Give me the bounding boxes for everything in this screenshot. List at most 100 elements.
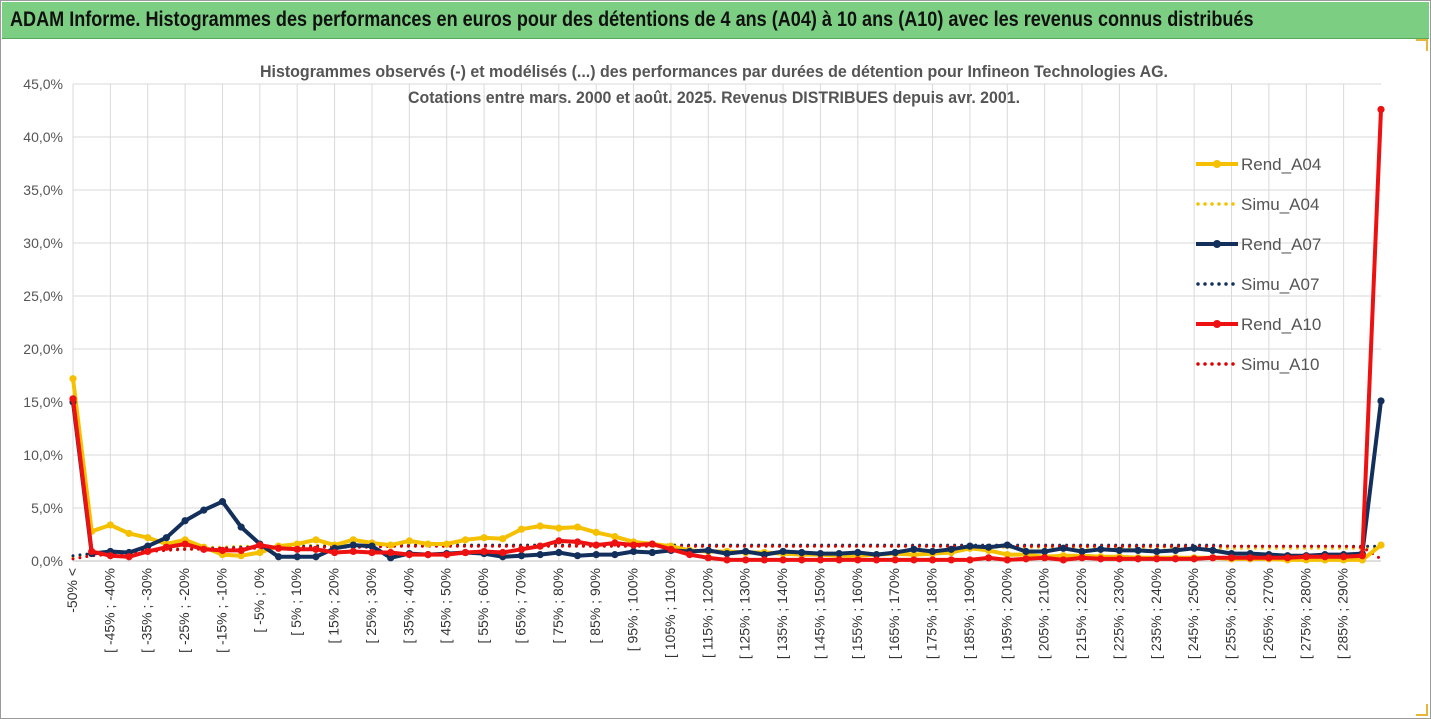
series-rend-a07-point — [835, 549, 843, 558]
series-rend-a07-point — [536, 551, 544, 559]
series-rend-a10-point — [816, 556, 825, 564]
x-tick-label: [ 35% ; 40% — [400, 568, 416, 644]
x-tick-label: -50% < — [64, 568, 80, 613]
legend-marker-rend-a07 — [1213, 240, 1221, 248]
series-rend-a10-point — [611, 539, 619, 547]
series-rend-a07-point — [274, 553, 283, 561]
x-tick-label: [ -5% ; 0% — [251, 568, 267, 633]
x-tick-label: [ 55% ; 60% — [475, 568, 491, 644]
selection-handle-top-right[interactable] — [1416, 39, 1428, 51]
series-rend-a10-point — [312, 545, 320, 553]
x-tick-label: [ 115% ; 120% — [699, 568, 715, 658]
series-rend-a10-point — [125, 553, 133, 561]
series-rend-a10-point — [891, 556, 899, 564]
y-tick-label: 45,0% — [23, 76, 63, 92]
series-simu-a10-line — [71, 544, 1383, 561]
series-rend-a07-point — [854, 548, 862, 557]
series-rend-a10-point — [872, 556, 881, 564]
series-rend-a04-point — [1377, 541, 1385, 549]
chart-title-line: Histogrammes observés (-) et modélisés (… — [260, 63, 1168, 81]
series-rend-a10-point — [1358, 552, 1366, 560]
series-rend-a07-point — [1134, 546, 1142, 555]
series-rend-a10-point — [1097, 555, 1105, 563]
series-rend-a10-point — [1283, 554, 1292, 562]
series-rend-a07-point — [1209, 546, 1217, 555]
series-rend-a10-point — [274, 544, 283, 552]
x-tick-label: [ 155% ; 160% — [849, 568, 865, 659]
series-rend-a10-point — [218, 546, 227, 555]
series-rend-a07-point — [723, 549, 731, 558]
series-rend-a10-point — [1265, 554, 1273, 562]
x-tick-label: [ 45% ; 50% — [438, 568, 454, 644]
series-rend-a07-point — [144, 542, 152, 550]
series-rend-a04-point — [387, 541, 395, 549]
y-tick-label: 0,0% — [31, 553, 63, 569]
series-rend-a10-point — [1302, 553, 1310, 561]
x-tick-label: [ 285% ; 290% — [1335, 568, 1351, 659]
series-rend-a10-point — [573, 538, 582, 546]
series-rend-a10-point — [1246, 554, 1254, 562]
series-rend-a07-point — [293, 553, 301, 561]
x-tick-label: [ 265% ; 270% — [1260, 568, 1276, 659]
series-rend-a10-point — [517, 545, 526, 553]
legend-label-simu-a10: Simu_A10 — [1241, 355, 1319, 374]
x-tick-label: [ 145% ; 150% — [811, 568, 827, 659]
series-rend-a10-point — [461, 548, 469, 557]
legend-marker-rend-a04 — [1213, 160, 1221, 168]
series-rend-a04-point — [517, 525, 526, 533]
series-rend-a10-point — [966, 556, 974, 564]
series-rend-a07-point — [928, 547, 937, 556]
series-rend-a07-point — [312, 553, 320, 561]
x-tick-label: [ 125% ; 130% — [737, 568, 753, 659]
series-rend-a04-point — [555, 524, 563, 532]
series-rend-a04-point — [611, 533, 619, 541]
x-tick-label: [ 165% ; 170% — [886, 568, 902, 659]
x-tick-label: [ 225% ; 230% — [1110, 568, 1126, 659]
series-rend-a10-point — [704, 554, 712, 562]
selection-handle-bottom-right[interactable] — [1416, 704, 1428, 716]
series-rend-a04-point — [106, 521, 114, 529]
legend-label-rend-a07: Rend_A07 — [1241, 235, 1321, 254]
series-rend-a10-point — [854, 556, 862, 564]
legend-label-simu-a04: Simu_A04 — [1241, 195, 1319, 214]
x-tick-label: [ -45% ; -40% — [101, 568, 117, 653]
series-rend-a10-point — [349, 547, 357, 556]
banner-title: ADAM Informe. Histogrammes des performan… — [10, 8, 1254, 31]
series-rend-a10-point — [443, 551, 451, 559]
series-rend-a04-point — [424, 540, 432, 548]
series-rend-a10-point — [760, 556, 768, 564]
series-rend-a10-point — [985, 554, 993, 562]
series-rend-a07-point — [779, 547, 787, 556]
x-tick-label: [ 275% ; 280% — [1297, 568, 1313, 659]
series-rend-a10-point — [835, 556, 843, 564]
series-rend-a10-point — [1041, 554, 1049, 562]
series-rend-a10-point — [928, 556, 937, 564]
series-rend-a07-point — [629, 547, 638, 556]
series-rend-a10-point — [910, 556, 918, 564]
series-rend-a10-point — [387, 548, 395, 557]
series-rend-a07-point — [704, 546, 712, 555]
series-rend-a10-point — [162, 543, 171, 551]
series-rend-a10-point — [181, 540, 189, 548]
series-rend-a10-point — [1377, 105, 1385, 114]
series-rend-a10-point — [1321, 553, 1329, 561]
series-rend-a04-point — [125, 529, 133, 538]
series-rend-a07-point — [181, 517, 189, 525]
series-rend-a07-point — [387, 554, 395, 562]
series-rend-a10-point — [405, 551, 413, 559]
series-rend-a07-point — [573, 552, 582, 560]
series-rend-a10-point — [499, 548, 507, 557]
x-tick-label: [ -15% ; -10% — [213, 568, 229, 653]
x-tick-label: [ 75% ; 80% — [550, 568, 566, 644]
series-rend-a04-point — [256, 548, 264, 557]
series-rend-a10-point — [256, 541, 264, 549]
series-rend-a04-point — [536, 522, 544, 530]
series-rend-a07-point — [1022, 547, 1030, 556]
series-rend-a10-point — [1059, 556, 1067, 564]
series-rend-a07-point — [218, 498, 227, 506]
series-rend-a10-point — [1153, 555, 1161, 563]
series-rend-a04-line — [71, 378, 1383, 562]
series-rend-a07-point — [966, 542, 974, 550]
series-rend-a10-point — [293, 545, 301, 553]
x-tick-label: [ 105% ; 110% — [662, 568, 678, 658]
